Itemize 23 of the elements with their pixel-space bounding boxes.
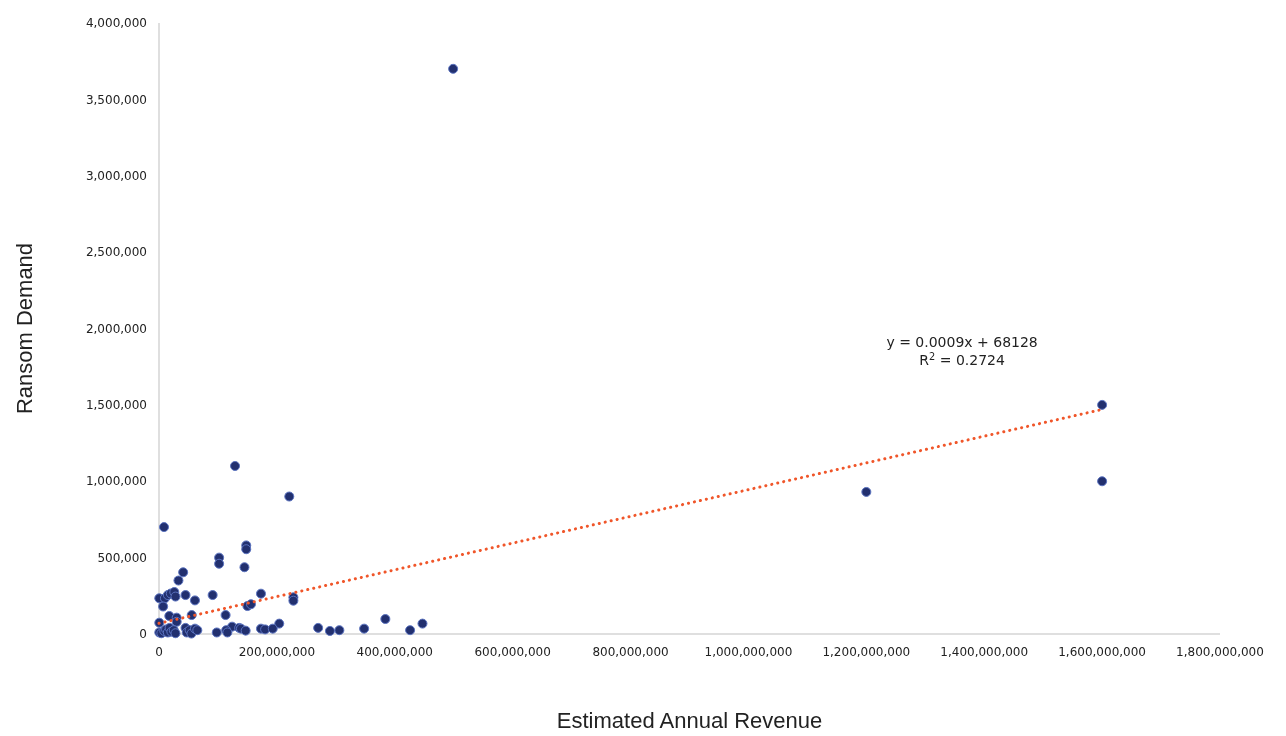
- x-tick-label: 1,400,000,000: [940, 645, 1029, 659]
- x-axis-title: Estimated Annual Revenue: [556, 708, 823, 733]
- y-axis-title: Ransom Demand: [12, 242, 37, 415]
- y-tick-label: 3,000,000: [85, 168, 147, 183]
- x-tick-label: 1,600,000,000: [1058, 645, 1147, 659]
- x-tick-label: 1,000,000,000: [704, 645, 793, 659]
- x-tick-label: 0: [155, 645, 163, 659]
- x-tick-label: 200,000,000: [238, 645, 316, 659]
- x-tick-label: 1,200,000,000: [822, 645, 911, 659]
- y-tick-label: 2,000,000: [85, 321, 147, 336]
- y-tick-label: 3,500,000: [85, 92, 147, 107]
- x-tick-label: 400,000,000: [356, 645, 433, 659]
- x-tick-label: 800,000,000: [592, 645, 669, 659]
- annotation: R$^{2}$ = 0.2724: [919, 350, 1005, 369]
- x-tick-label: 600,000,000: [474, 645, 551, 659]
- y-tick-label: 4,000,000: [85, 16, 147, 31]
- y-tick-label: 2,500,000: [85, 245, 147, 260]
- y-tick-label: 500,000: [97, 550, 147, 565]
- y-tick-label: 1,500,000: [85, 398, 147, 413]
- annotation: y = 0.0009x + 68128: [886, 334, 1038, 351]
- x-tick-label: 1,800,000,000: [1176, 645, 1264, 659]
- y-tick-label: 1,000,000: [85, 474, 147, 489]
- y-tick-label: 0: [139, 627, 147, 642]
